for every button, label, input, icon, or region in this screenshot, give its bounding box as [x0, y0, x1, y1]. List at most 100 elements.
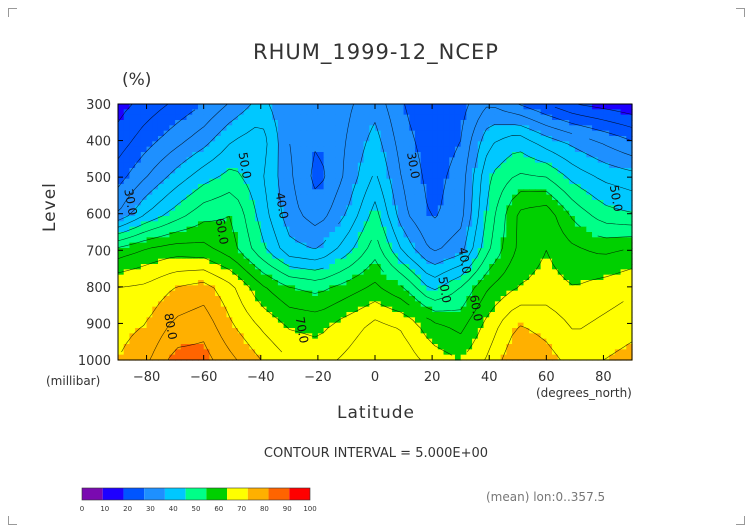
field-cell: [420, 184, 427, 190]
field-cell: [534, 130, 542, 137]
field-cell: [197, 189, 205, 196]
field-cell: [580, 258, 587, 265]
field-cell: [574, 104, 582, 110]
field-cell: [266, 114, 273, 121]
field-cell: [352, 157, 359, 164]
field-cell: [392, 301, 399, 308]
field-cell: [392, 168, 399, 174]
field-cell: [483, 248, 490, 254]
field-cell: [477, 285, 485, 292]
field-cell: [129, 210, 136, 217]
field-cell: [249, 258, 256, 265]
field-cell: [454, 333, 462, 340]
field-cell: [249, 114, 256, 121]
field-cell: [306, 157, 313, 164]
field-cell: [603, 104, 610, 110]
field-cell: [569, 104, 576, 110]
field-cell: [546, 130, 553, 137]
field-cell: [192, 104, 199, 110]
field-cell: [175, 146, 182, 153]
field-cell: [163, 146, 170, 153]
field-cell: [375, 322, 382, 329]
field-cell: [403, 178, 410, 185]
field-cell: [614, 232, 622, 238]
field-cell: [597, 189, 605, 196]
colorbar-swatch: [268, 488, 290, 500]
field-cell: [135, 322, 142, 329]
field-cell: [197, 306, 205, 313]
field-cell: [592, 264, 599, 270]
field-cell: [517, 285, 525, 292]
field-cell: [529, 157, 536, 164]
field-cell: [609, 264, 616, 270]
field-cell: [409, 317, 416, 324]
field-cell: [494, 120, 502, 126]
field-cell: [255, 322, 262, 329]
field-cell: [454, 301, 462, 308]
field-cell: [169, 269, 176, 276]
field-cell: [432, 285, 439, 292]
field-cell: [272, 141, 279, 148]
field-cell: [614, 210, 622, 217]
field-cell: [392, 269, 399, 276]
field-cell: [620, 317, 627, 324]
field-cell: [443, 200, 450, 206]
field-cell: [592, 152, 599, 158]
field-cell: [569, 109, 576, 116]
field-cell: [312, 120, 319, 126]
field-cell: [557, 194, 565, 201]
field-cell: [186, 312, 193, 318]
field-cell: [466, 194, 473, 201]
field-cell: [580, 109, 587, 116]
field-cell: [454, 189, 462, 196]
field-cell: [557, 125, 565, 132]
field-cell: [460, 130, 467, 137]
field-cell: [483, 232, 490, 238]
field-cell: [346, 322, 353, 329]
field-cell: [175, 248, 182, 254]
mean-note: (mean) lon:0..357.5: [486, 490, 606, 504]
field-cell: [123, 216, 131, 222]
field-cell: [500, 328, 507, 334]
field-cell: [466, 168, 473, 174]
field-cell: [426, 189, 433, 196]
field-cell: [449, 317, 456, 324]
field-cell: [163, 317, 170, 324]
field-cell: [426, 157, 433, 164]
field-cell: [118, 226, 125, 233]
field-cell: [574, 344, 582, 350]
field-cell: [517, 136, 525, 142]
field-cell: [123, 125, 131, 132]
field-cell: [409, 349, 416, 356]
field-cell: [226, 125, 233, 132]
field-cell: [512, 130, 519, 137]
field-cell: [232, 253, 239, 260]
field-cell: [466, 349, 473, 356]
field-cell: [306, 114, 313, 121]
field-cell: [626, 290, 633, 297]
field-cell: [626, 264, 633, 270]
field-cell: [272, 285, 279, 292]
field-cell: [226, 205, 233, 212]
field-cell: [449, 237, 456, 244]
field-cell: [146, 136, 153, 142]
corner-mark-bottom-right: [736, 516, 745, 525]
field-cell: [403, 344, 410, 350]
field-cell: [300, 232, 308, 238]
field-cell: [512, 264, 519, 270]
field-cell: [517, 242, 525, 249]
field-cell: [574, 237, 582, 244]
field-cell: [403, 221, 410, 228]
field-cell: [500, 152, 507, 158]
field-cell: [414, 338, 422, 345]
field-cell: [129, 242, 136, 249]
contour-label: 30.0: [404, 151, 422, 180]
field-cell: [397, 136, 405, 142]
field-cell: [620, 322, 627, 329]
field-cell: [300, 120, 308, 126]
field-cell: [255, 317, 262, 324]
field-cell: [146, 120, 153, 126]
y-tick-label: 900: [86, 317, 111, 332]
field-cell: [175, 333, 182, 340]
field-cell: [352, 146, 359, 153]
